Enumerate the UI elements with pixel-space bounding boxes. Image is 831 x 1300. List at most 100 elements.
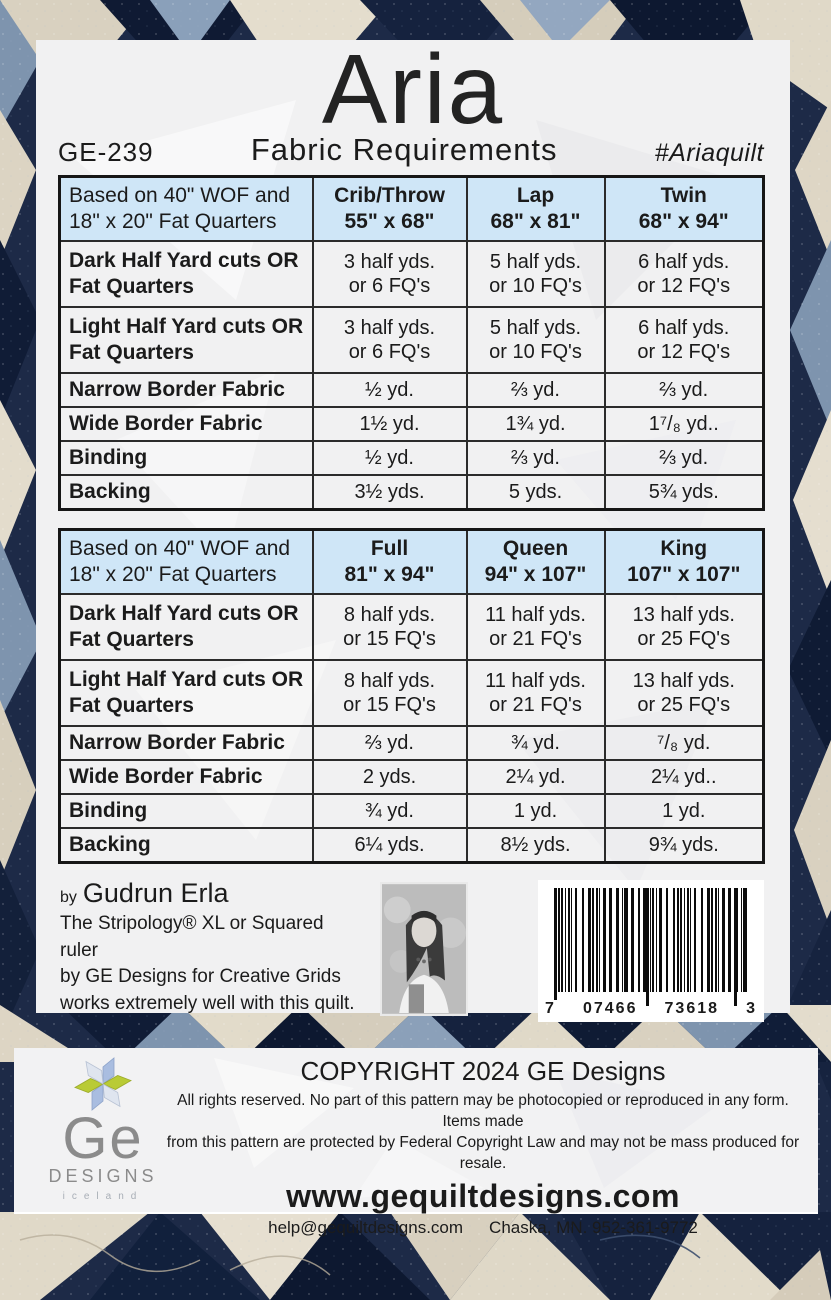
contact-email: help@gequiltdesigns.com: [268, 1217, 464, 1237]
cell-value: 9¾ yds.: [603, 827, 765, 864]
cell-value: ¾ yd.: [311, 793, 468, 829]
cell-value: ½ yd.: [311, 372, 468, 408]
barcode-prefix: 7: [542, 1000, 559, 1018]
column-header-twin: Twin 68" x 94": [603, 175, 765, 242]
cell-value: 1⁷/₈ yd..: [603, 406, 765, 442]
footer-text-block: COPYRIGHT 2024 GE Designs All rights res…: [166, 1056, 800, 1238]
logo-ge-text: Ge: [62, 1106, 144, 1171]
column-header-queen: Queen 94" x 107": [465, 528, 606, 595]
footer-panel: Ge DESIGNS iceland COPYRIGHT 2024 GE Des…: [14, 1048, 818, 1237]
cell-value: 13 half yds. or 25 FQ's: [603, 593, 765, 661]
fabric-requirements-heading: Fabric Requirements: [250, 132, 558, 167]
table-row-wide-border: Wide Border Fabric 2 yds. 2¼ yd. 2¼ yd..: [58, 759, 765, 795]
barcode-guard-bar: [554, 888, 557, 1006]
barcode-guard-bar: [734, 888, 737, 1006]
cell-value: 2¼ yd..: [603, 759, 765, 795]
contact-location: Chaska, MN. 952-361-9772: [489, 1217, 698, 1237]
cell-value: 2 yds.: [311, 759, 468, 795]
cell-value: 1 yd.: [603, 793, 765, 829]
cell-value: 6 half yds. or 12 FQ's: [603, 306, 765, 374]
table-row-backing: Backing 3½ yds. 5 yds. 5¾ yds.: [58, 474, 765, 511]
hashtag-label: #Ariaquilt: [654, 139, 764, 167]
cell-value: ¾ yd.: [465, 725, 606, 761]
table-row-light-half-yards: Light Half Yard cuts OR Fat Quarters 3 h…: [58, 306, 765, 374]
row-label: Light Half Yard cuts OR Fat Quarters: [58, 306, 314, 374]
column-header-lap: Lap 68" x 81": [465, 175, 606, 242]
cell-value: 8½ yds.: [465, 827, 606, 864]
barcode-group1: 07466: [579, 1000, 641, 1018]
cell-value: ½ yd.: [311, 440, 468, 476]
table-row-dark-half-yards: Dark Half Yard cuts OR Fat Quarters 8 ha…: [58, 593, 765, 661]
row-label: Backing: [58, 827, 314, 864]
row-label: Dark Half Yard cuts OR Fat Quarters: [58, 593, 314, 661]
column-header-crib-throw: Crib/Throw 55" x 68": [311, 175, 468, 242]
table-row-narrow-border: Narrow Border Fabric ⅔ yd. ¾ yd. ⁷/₈ yd.: [58, 725, 765, 761]
contact-line: help@gequiltdesigns.com Chaska, MN. 952-3…: [166, 1218, 800, 1238]
upc-barcode: 7 07466 73618 3: [538, 880, 764, 1022]
ge-designs-logo: Ge DESIGNS iceland: [40, 1052, 166, 1202]
copyright-line: COPYRIGHT 2024 GE Designs: [300, 1056, 666, 1086]
author-name: Gudrun Erla: [82, 878, 229, 908]
barcode-bars: [554, 888, 748, 992]
ruler-note: The Stripology® XL or Squared ruler by G…: [60, 913, 355, 1014]
cell-value: ⁷/₈ yd.: [603, 725, 765, 761]
cell-value: 6 half yds. or 12 FQ's: [603, 240, 765, 308]
subtitle-row: GE-239 Fabric Requirements #Ariaquilt: [36, 132, 790, 168]
cell-value: ⅔ yd.: [603, 372, 765, 408]
fabric-requirements-table-small-sizes: Based on 40" WOF and 18" x 20" Fat Quart…: [58, 175, 765, 511]
cell-value: 5 half yds. or 10 FQ's: [465, 306, 606, 374]
cell-value: 1½ yd.: [311, 406, 468, 442]
table-corner-label: Based on 40" WOF and 18" x 20" Fat Quart…: [58, 175, 314, 242]
row-label: Binding: [58, 440, 314, 476]
cell-value: 2¼ yd.: [465, 759, 606, 795]
table-row-wide-border: Wide Border Fabric 1½ yd. 1¾ yd. 1⁷/₈ yd…: [58, 406, 765, 442]
table-row-narrow-border: Narrow Border Fabric ½ yd. ⅔ yd. ⅔ yd.: [58, 372, 765, 408]
page-title: Aria: [321, 34, 505, 144]
cell-value: 13 half yds. or 25 FQ's: [603, 659, 765, 727]
cell-value: 3 half yds. or 6 FQ's: [311, 306, 468, 374]
column-header-full: Full 81" x 94": [311, 528, 468, 595]
table-row-binding: Binding ¾ yd. 1 yd. 1 yd.: [58, 793, 765, 829]
cell-value: ⅔ yd.: [465, 372, 606, 408]
cell-value: 11 half yds. or 21 FQ's: [465, 593, 606, 661]
table-row-backing: Backing 6¼ yds. 8½ yds. 9¾ yds.: [58, 827, 765, 864]
row-label: Wide Border Fabric: [58, 406, 314, 442]
barcode-guard-bar: [646, 888, 649, 1006]
logo-iceland-text: iceland: [62, 1191, 144, 1203]
fabric-requirements-table-large-sizes: Based on 40" WOF and 18" x 20" Fat Quart…: [58, 528, 765, 864]
table-row-dark-half-yards: Dark Half Yard cuts OR Fat Quarters 3 ha…: [58, 240, 765, 308]
ge-designs-star-icon: [74, 1057, 132, 1111]
row-label: Narrow Border Fabric: [58, 372, 314, 408]
cell-value: 3½ yds.: [311, 474, 468, 511]
cell-value: 8 half yds. or 15 FQ's: [311, 659, 468, 727]
cell-value: 6¼ yds.: [311, 827, 468, 864]
cell-value: 1 yd.: [465, 793, 606, 829]
table-header-row: Based on 40" WOF and 18" x 20" Fat Quart…: [58, 528, 765, 595]
author-portrait-illustration: [382, 885, 466, 1013]
row-label: Narrow Border Fabric: [58, 725, 314, 761]
pattern-number: GE-239: [58, 137, 154, 167]
by-label: by: [60, 889, 77, 906]
table-row-binding: Binding ½ yd. ⅔ yd. ⅔ yd.: [58, 440, 765, 476]
row-label: Dark Half Yard cuts OR Fat Quarters: [58, 240, 314, 308]
cell-value: ⅔ yd.: [311, 725, 468, 761]
row-label: Backing: [58, 474, 314, 511]
cell-value: 11 half yds. or 21 FQ's: [465, 659, 606, 727]
cell-value: 5 half yds. or 10 FQ's: [465, 240, 606, 308]
table-row-light-half-yards: Light Half Yard cuts OR Fat Quarters 8 h…: [58, 659, 765, 727]
barcode-check: 3: [743, 1000, 760, 1018]
cell-value: 1¾ yd.: [465, 406, 606, 442]
row-label: Light Half Yard cuts OR Fat Quarters: [58, 659, 314, 727]
row-label: Wide Border Fabric: [58, 759, 314, 795]
row-label: Binding: [58, 793, 314, 829]
cell-value: ⅔ yd.: [465, 440, 606, 476]
website-url: www.gequiltdesigns.com: [286, 1177, 680, 1214]
table-header-row: Based on 40" WOF and 18" x 20" Fat Quart…: [58, 175, 765, 242]
author-byline: by Gudrun Erla: [60, 878, 790, 909]
legal-text: All rights reserved. No part of this pat…: [166, 1092, 800, 1172]
barcode-group2: 73618: [661, 1000, 723, 1018]
column-header-king: King 107" x 107": [603, 528, 765, 595]
cell-value: ⅔ yd.: [603, 440, 765, 476]
author-photo: [380, 882, 468, 1016]
